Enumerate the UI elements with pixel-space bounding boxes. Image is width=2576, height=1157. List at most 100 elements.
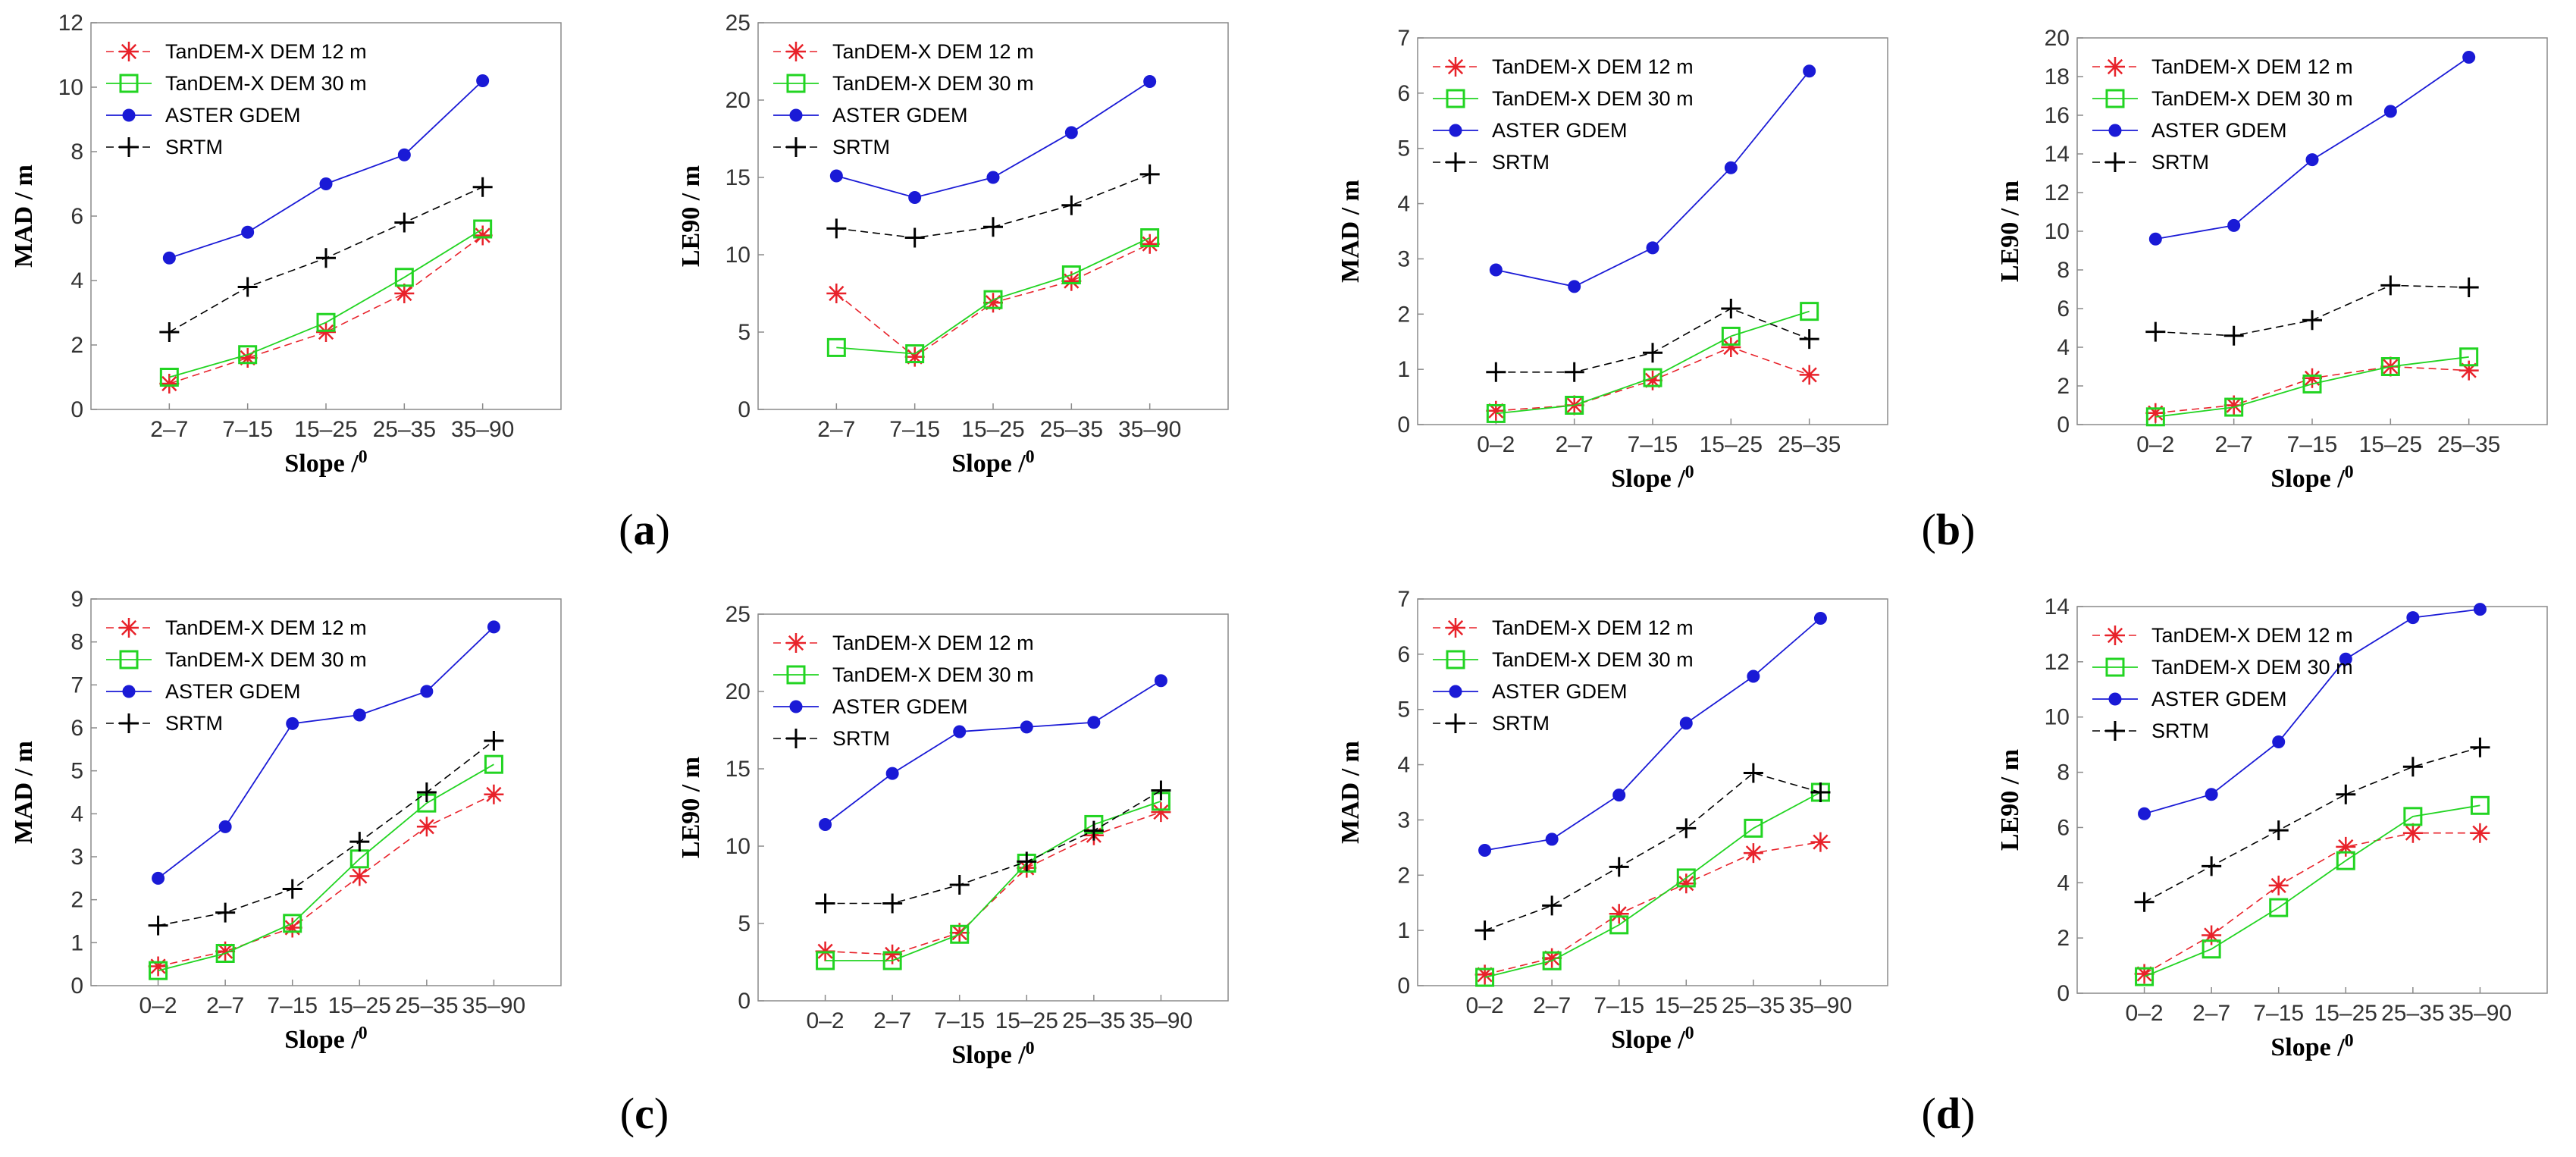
legend-label-tandem-x-dem-30-m: TanDEM-X DEM 30 m	[2151, 87, 2353, 110]
legend-label-tandem-x-dem-12-m: TanDEM-X DEM 12 m	[165, 40, 367, 63]
legend-label-aster-gdem: ASTER GDEM	[2151, 119, 2287, 142]
y-axis-title: MAD / m	[10, 165, 38, 268]
legend-marker-tandem-x-dem-30-m	[1446, 650, 1465, 669]
y-tick-label: 0	[2057, 981, 2070, 1006]
x-tick-label: 7–15	[1628, 432, 1678, 457]
x-axis-title: Slope /0	[2270, 1031, 2353, 1061]
point-aster-gdem	[286, 716, 299, 730]
legend-label-aster-gdem: ASTER GDEM	[832, 695, 968, 718]
x-tick-label: 25–35	[1778, 432, 1841, 457]
x-tick-label: 0–2	[139, 993, 177, 1018]
legend-marker-aster-gdem	[1449, 124, 1462, 137]
point-srtm	[349, 832, 370, 852]
point-srtm	[159, 322, 180, 342]
series-line-tandem-x-dem-30-m	[2144, 804, 2480, 977]
point-srtm	[1643, 343, 1662, 363]
x-tick-label: 35–90	[462, 993, 525, 1018]
x-tick-label: 2–7	[1533, 993, 1571, 1018]
legend-label-aster-gdem: ASTER GDEM	[2151, 688, 2287, 710]
x-tick-label: 7–15	[267, 993, 318, 1018]
legend-label-aster-gdem: ASTER GDEM	[832, 104, 968, 127]
point-aster-gdem	[1020, 720, 1033, 734]
legend-marker-srtm	[786, 729, 806, 748]
series-line-tandem-x-dem-30-m	[836, 237, 1151, 355]
point-tandem-x-dem-12-m	[1151, 802, 1171, 823]
y-tick-label: 4	[2057, 335, 2070, 360]
y-tick-label: 18	[2045, 64, 2070, 89]
point-tandem-x-dem-12-m	[282, 917, 302, 938]
point-aster-gdem	[819, 817, 832, 831]
point-aster-gdem	[353, 708, 366, 722]
x-tick-label: 15–25	[1700, 432, 1763, 457]
x-tick-label: 35–90	[2449, 1001, 2512, 1026]
legend-marker-srtm	[119, 137, 139, 157]
legend-marker-srtm	[1446, 152, 1465, 172]
y-tick-label: 12	[2045, 650, 2070, 675]
point-aster-gdem	[162, 251, 176, 265]
point-tandem-x-dem-12-m	[826, 284, 847, 303]
y-tick-label: 3	[1397, 246, 1410, 271]
point-srtm	[983, 217, 1003, 237]
legend-marker-tandem-x-dem-30-m	[786, 74, 806, 93]
legend-marker-tandem-x-dem-30-m	[786, 665, 806, 685]
point-aster-gdem	[1813, 612, 1827, 625]
point-tandem-x-dem-12-m	[1743, 843, 1763, 864]
point-tandem-x-dem-12-m	[2470, 823, 2490, 843]
x-tick-label: 2–7	[206, 993, 244, 1018]
point-srtm	[1721, 299, 1741, 318]
point-tandem-x-dem-12-m	[215, 941, 236, 961]
x-tick-label: 0–2	[807, 1008, 845, 1033]
point-tandem-x-dem-30-m	[238, 345, 258, 365]
point-aster-gdem	[2406, 611, 2420, 625]
point-tandem-x-dem-12-m	[2402, 823, 2423, 843]
point-srtm	[2336, 784, 2356, 804]
x-tick-label: 2–7	[150, 417, 188, 442]
y-tick-label: 0	[71, 974, 83, 999]
x-axis-title: Slope /0	[1611, 462, 1694, 493]
legend-label-tandem-x-dem-12-m: TanDEM-X DEM 12 m	[165, 616, 367, 639]
point-aster-gdem	[2148, 232, 2162, 246]
x-tick-label: 15–25	[961, 417, 1024, 442]
legend-marker-tandem-x-dem-12-m	[2105, 626, 2125, 645]
legend-marker-tandem-x-dem-12-m	[119, 42, 139, 61]
x-tick-label: 25–35	[395, 993, 458, 1018]
point-aster-gdem	[829, 169, 843, 183]
point-srtm	[2458, 277, 2479, 297]
x-axis-title: Slope /0	[1611, 1024, 1694, 1054]
point-srtm	[2302, 310, 2322, 331]
point-aster-gdem	[1568, 280, 1581, 293]
point-tandem-x-dem-30-m	[215, 944, 235, 963]
x-tick-label: 15–25	[328, 993, 391, 1018]
y-tick-label: 1	[1397, 357, 1410, 382]
point-aster-gdem	[319, 177, 333, 190]
point-tandem-x-dem-30-m	[816, 951, 835, 970]
x-tick-label: 2–7	[2192, 1001, 2230, 1026]
point-tandem-x-dem-30-m	[2202, 939, 2221, 959]
y-axis-title: MAD / m	[1337, 180, 1365, 283]
point-srtm	[1151, 780, 1171, 801]
x-tick-label: 7–15	[1594, 993, 1644, 1018]
point-srtm	[1083, 820, 1104, 841]
legend-marker-tandem-x-dem-30-m	[119, 74, 139, 93]
point-aster-gdem	[476, 74, 490, 87]
chart-c-le90: 0 5 10 15 20 25 0–2 2–7 7–15 15–25 25–35 35–90 Slope…	[677, 602, 1229, 1069]
legend-label-tandem-x-dem-30-m: TanDEM-X DEM 30 m	[1492, 87, 1694, 110]
point-aster-gdem	[1724, 161, 1738, 174]
y-tick-label: 0	[1397, 974, 1410, 999]
y-tick-label: 12	[58, 11, 83, 36]
y-tick-label: 1	[71, 930, 83, 955]
y-tick-label: 2	[71, 888, 83, 913]
x-tick-label: 25–35	[1062, 1008, 1125, 1033]
point-srtm	[2470, 737, 2490, 757]
legend-marker-tandem-x-dem-12-m	[2105, 57, 2125, 77]
y-axis-title: MAD / m	[10, 741, 38, 844]
legend-label-srtm: SRTM	[2151, 720, 2209, 742]
y-tick-label: 14	[2045, 594, 2070, 619]
point-tandem-x-dem-12-m	[472, 225, 493, 246]
point-tandem-x-dem-12-m	[1676, 873, 1697, 894]
y-tick-label: 6	[71, 716, 83, 741]
point-aster-gdem	[1612, 789, 1626, 802]
x-tick-label: 7–15	[934, 1008, 985, 1033]
series-line-tandem-x-dem-12-m	[825, 811, 1161, 955]
point-tandem-x-dem-30-m	[2302, 374, 2322, 394]
